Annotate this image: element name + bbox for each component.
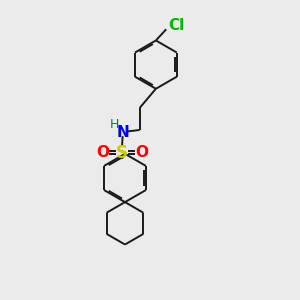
Text: H: H bbox=[110, 118, 119, 131]
Text: Cl: Cl bbox=[168, 18, 184, 33]
Text: S: S bbox=[116, 144, 128, 162]
Text: N: N bbox=[116, 124, 129, 140]
Text: O: O bbox=[135, 145, 148, 160]
Text: O: O bbox=[96, 145, 109, 160]
